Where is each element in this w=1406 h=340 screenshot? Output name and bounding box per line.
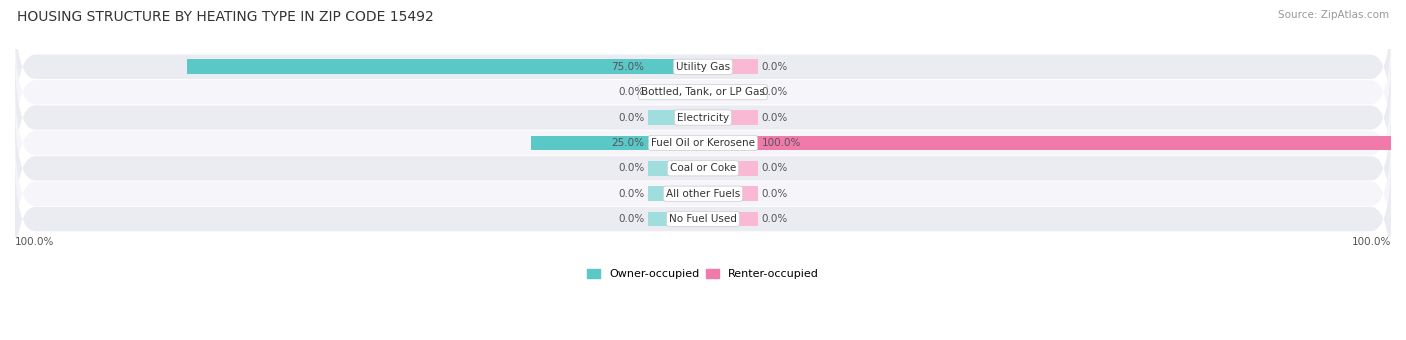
Text: All other Fuels: All other Fuels [666, 189, 740, 199]
Text: 100.0%: 100.0% [15, 237, 55, 247]
Text: Utility Gas: Utility Gas [676, 62, 730, 72]
Text: Fuel Oil or Kerosene: Fuel Oil or Kerosene [651, 138, 755, 148]
FancyBboxPatch shape [15, 3, 1391, 131]
Bar [648, 212, 703, 226]
Text: HOUSING STRUCTURE BY HEATING TYPE IN ZIP CODE 15492: HOUSING STRUCTURE BY HEATING TYPE IN ZIP… [17, 10, 433, 24]
FancyBboxPatch shape [15, 130, 1391, 258]
Bar [703, 59, 758, 74]
Text: Coal or Coke: Coal or Coke [669, 163, 737, 173]
Bar [648, 85, 703, 100]
FancyBboxPatch shape [15, 104, 1391, 232]
Text: 0.0%: 0.0% [619, 87, 644, 97]
Bar [703, 85, 758, 100]
Bar [703, 110, 758, 125]
Bar [703, 161, 758, 176]
Bar [648, 161, 703, 176]
Text: 0.0%: 0.0% [762, 87, 787, 97]
Text: 0.0%: 0.0% [762, 163, 787, 173]
FancyBboxPatch shape [15, 54, 1391, 182]
FancyBboxPatch shape [15, 79, 1391, 207]
FancyBboxPatch shape [15, 28, 1391, 156]
Text: 0.0%: 0.0% [762, 62, 787, 72]
Text: 0.0%: 0.0% [619, 163, 644, 173]
Text: 0.0%: 0.0% [619, 113, 644, 122]
Text: 75.0%: 75.0% [612, 62, 644, 72]
Text: 0.0%: 0.0% [762, 214, 787, 224]
Bar [648, 110, 703, 125]
Bar [648, 186, 703, 201]
FancyBboxPatch shape [15, 155, 1391, 283]
Text: 25.0%: 25.0% [612, 138, 644, 148]
Legend: Owner-occupied, Renter-occupied: Owner-occupied, Renter-occupied [582, 265, 824, 284]
Text: No Fuel Used: No Fuel Used [669, 214, 737, 224]
Bar [703, 186, 758, 201]
Text: 0.0%: 0.0% [619, 189, 644, 199]
Bar [187, 59, 703, 74]
Text: 0.0%: 0.0% [762, 113, 787, 122]
Text: 0.0%: 0.0% [619, 214, 644, 224]
Text: 100.0%: 100.0% [1351, 237, 1391, 247]
Text: 100.0%: 100.0% [762, 138, 801, 148]
Bar [531, 136, 703, 150]
Text: 0.0%: 0.0% [762, 189, 787, 199]
Bar [703, 212, 758, 226]
Bar [703, 136, 1391, 150]
Text: Electricity: Electricity [676, 113, 730, 122]
Text: Source: ZipAtlas.com: Source: ZipAtlas.com [1278, 10, 1389, 20]
Text: Bottled, Tank, or LP Gas: Bottled, Tank, or LP Gas [641, 87, 765, 97]
